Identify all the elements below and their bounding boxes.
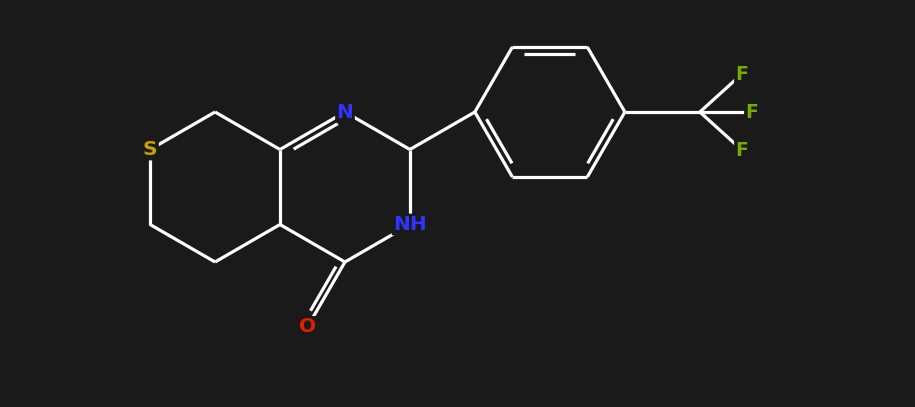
Text: F: F <box>736 64 748 83</box>
Text: F: F <box>746 103 759 122</box>
Text: F: F <box>736 140 748 160</box>
Text: S: S <box>143 140 157 159</box>
Text: N: N <box>337 103 353 122</box>
Text: NH: NH <box>393 215 426 234</box>
Text: O: O <box>299 317 316 337</box>
